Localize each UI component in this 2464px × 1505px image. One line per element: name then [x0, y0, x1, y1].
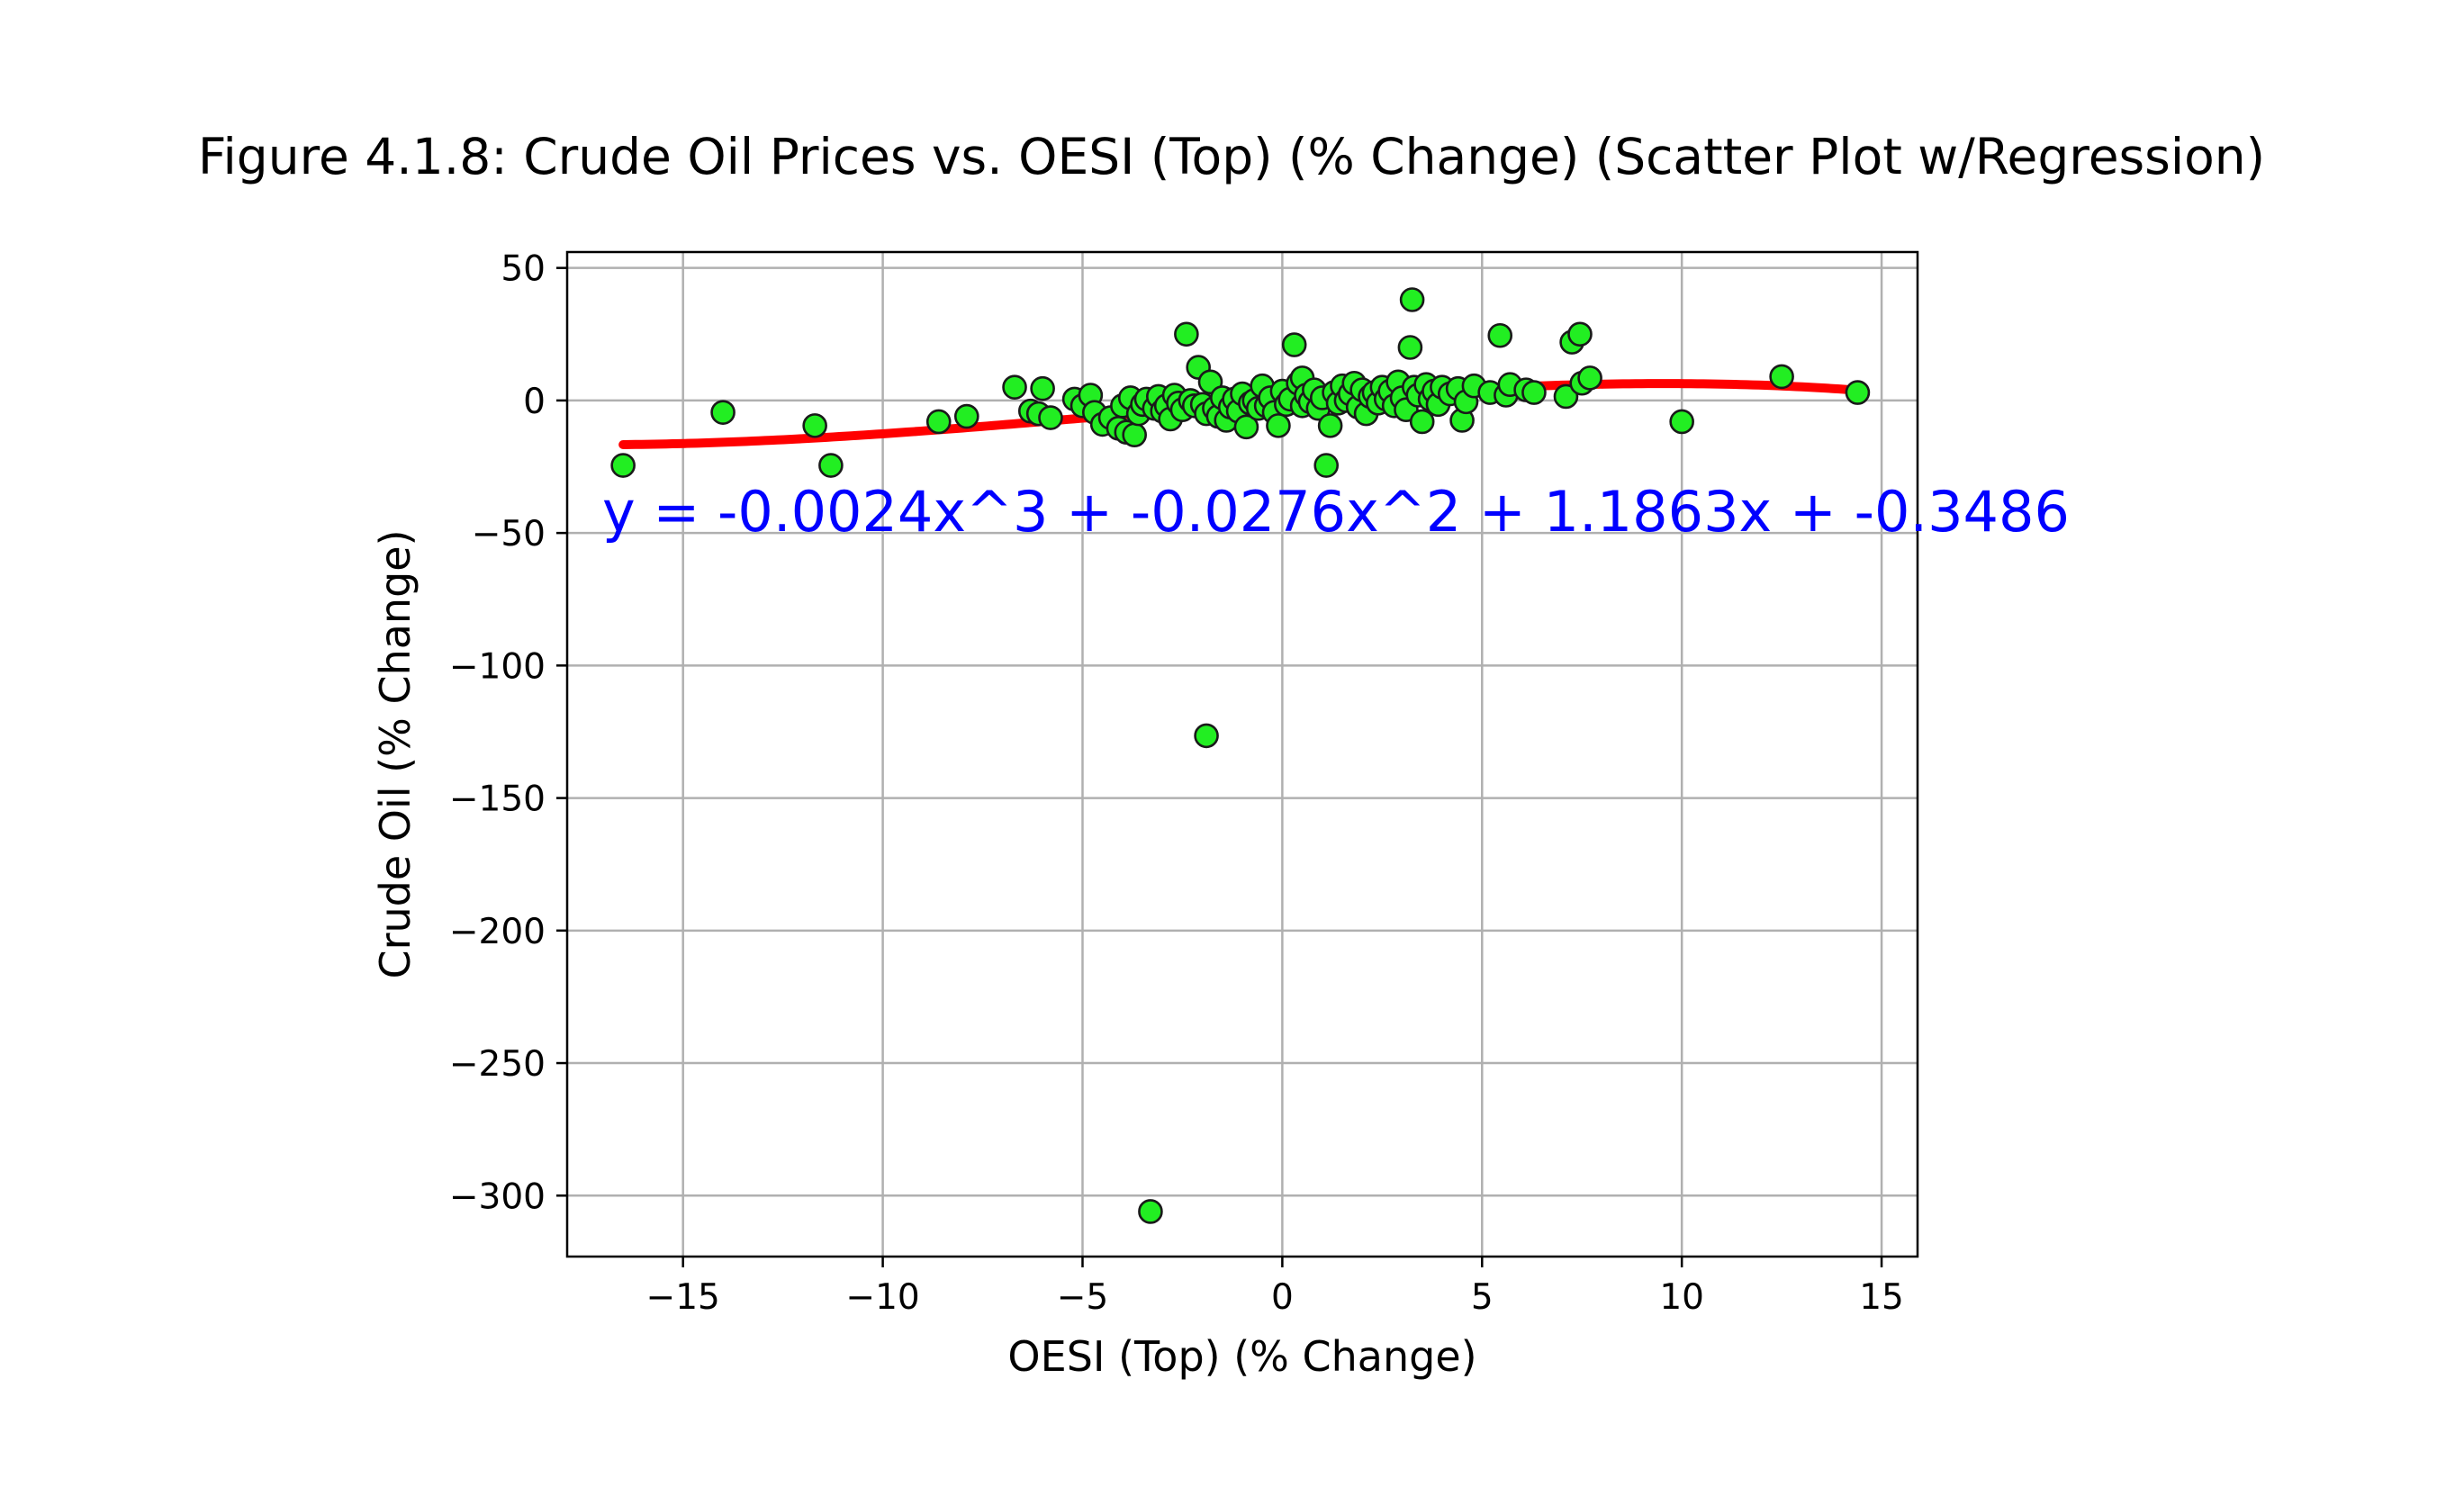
y-tick-label: −300 — [449, 1176, 546, 1217]
data-point — [1002, 374, 1027, 400]
data-point — [1174, 321, 1199, 347]
data-point — [1669, 409, 1694, 435]
x-tick-label: 5 — [1471, 1277, 1494, 1318]
x-tick-label: 10 — [1659, 1277, 1704, 1318]
data-point — [1553, 383, 1579, 410]
x-tick-label: −15 — [646, 1277, 720, 1318]
data-point — [1313, 453, 1339, 478]
scatter-points — [610, 287, 1871, 1224]
data-point — [802, 413, 827, 438]
data-point — [1281, 332, 1307, 357]
data-point — [1038, 405, 1063, 430]
y-tick-label: −100 — [449, 646, 546, 687]
data-point — [1521, 380, 1547, 405]
data-point — [1769, 364, 1794, 390]
data-point — [1487, 322, 1513, 348]
regression-equation: y = -0.0024x^3 + -0.0276x^2 + 1.1863x + … — [602, 479, 2070, 545]
y-tick-label: 50 — [501, 249, 546, 290]
data-point — [1397, 335, 1423, 360]
data-point — [818, 453, 844, 478]
y-tick-label: −150 — [449, 780, 546, 820]
data-point — [710, 400, 736, 425]
plot-frame — [565, 250, 1919, 1258]
y-axis-label: Crude Oil (% Change) — [371, 529, 420, 978]
data-point — [1567, 321, 1593, 347]
x-tick-label: 15 — [1859, 1277, 1904, 1318]
y-tick-label: 0 — [523, 382, 546, 422]
data-point — [1266, 413, 1291, 438]
data-point — [1845, 380, 1871, 405]
x-tick-label: 0 — [1271, 1277, 1294, 1318]
x-tick-label: −10 — [845, 1277, 919, 1318]
data-point — [1194, 723, 1219, 749]
x-axis-label: OESI (Top) (% Change) — [1007, 1332, 1476, 1381]
y-tick-label: −50 — [472, 514, 546, 554]
data-point — [953, 403, 979, 429]
data-point — [1317, 413, 1343, 438]
chart-title: Figure 4.1.8: Crude Oil Prices vs. OESI … — [198, 128, 2265, 185]
data-point — [610, 453, 636, 478]
x-tick-label: −5 — [1057, 1277, 1109, 1318]
data-point — [925, 409, 952, 435]
data-point — [1233, 414, 1259, 440]
data-point — [1409, 409, 1435, 435]
data-point — [1399, 287, 1425, 312]
data-point — [1030, 375, 1055, 401]
y-tick-label: −250 — [449, 1044, 546, 1085]
data-point — [1138, 1199, 1163, 1224]
data-point — [1122, 422, 1147, 447]
data-point — [1577, 365, 1602, 391]
y-tick-label: −200 — [449, 912, 546, 952]
